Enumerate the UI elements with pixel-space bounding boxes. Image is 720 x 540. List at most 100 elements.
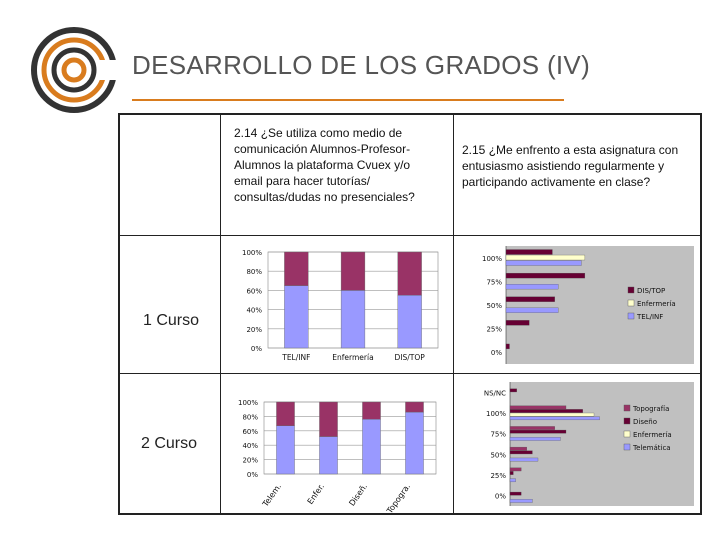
bar-segment: [340, 290, 366, 349]
x-tick-label: DIS/TOP: [395, 353, 426, 362]
bar: [505, 343, 510, 350]
bar: [509, 429, 567, 434]
legend-label: TEL/INF: [636, 313, 663, 321]
results-table: [118, 113, 702, 515]
table-row-divider-1: [118, 235, 702, 236]
y-tick-label: 80%: [242, 413, 258, 421]
y-tick-label: 100%: [242, 249, 262, 257]
plot-background: [506, 246, 694, 364]
y-tick-label: 50%: [486, 302, 502, 310]
question-2-14: 2.14 ¿Se utiliza como medio de comunicac…: [234, 126, 415, 204]
bar: [505, 272, 586, 279]
bar-segment: [276, 425, 295, 475]
bar-segment: [319, 436, 338, 475]
y-tick-label: 60%: [242, 428, 258, 436]
table-column-divider-1: [220, 113, 221, 515]
y-tick-label: 100%: [482, 255, 502, 263]
bar: [505, 260, 582, 266]
bar: [509, 471, 514, 475]
y-tick-label: 0%: [247, 471, 258, 479]
bar: [505, 254, 586, 261]
question-2-15: 2.15 ¿Me enfrento a esta asignatura con …: [462, 143, 679, 189]
bar: [509, 478, 516, 483]
legend-label: Topografía: [632, 405, 669, 413]
x-tick-label: Telem.: [260, 482, 283, 509]
y-tick-label: 25%: [490, 472, 506, 480]
legend-swatch: [623, 404, 631, 412]
y-tick-label: 80%: [246, 268, 262, 276]
table-row-divider-2: [118, 373, 702, 374]
plot-background: [510, 382, 694, 506]
bar-segment: [284, 285, 309, 349]
chart-2-14-2-curso: 0% 20% 40% 60% 80% 100% Telem. Enfer. Diseñ. Topo…: [238, 399, 437, 514]
bar-segment: [319, 401, 338, 437]
x-tick-label: TEL/INF: [281, 353, 310, 362]
legend-label: DIS/TOP: [637, 287, 665, 295]
y-tick-label: 100%: [486, 410, 506, 418]
legend-label: Enfermería: [637, 300, 676, 308]
y-tick-label: 20%: [242, 457, 258, 465]
chart-2-14-1-curso: 0% 20% 40% 60% 80% 100% TEL/INF Enfermería DIS/T…: [242, 249, 439, 362]
y-tick-label: 50%: [490, 451, 506, 459]
legend-swatch: [623, 430, 631, 438]
bar-segment: [340, 251, 366, 291]
bar-segment: [362, 401, 381, 420]
x-tick-label: Topogra.: [385, 482, 413, 514]
y-tick-label: 20%: [246, 326, 262, 334]
row-label-1-curso: 1 Curso: [143, 312, 200, 329]
y-tick-label: 0%: [495, 493, 506, 501]
bar-segment: [276, 401, 295, 426]
bar: [509, 457, 539, 462]
y-tick-label: 75%: [490, 431, 506, 439]
bar: [509, 437, 561, 441]
x-tick-label: Enfermería: [332, 353, 373, 362]
table-column-divider-2: [453, 113, 454, 515]
bar: [509, 491, 522, 496]
bar: [509, 467, 522, 472]
chart-2-15-1-curso: 0% 25% 50% 75% 100% DIS/TOP Enfermería TEL/INF: [482, 246, 694, 364]
legend-swatch: [627, 299, 635, 307]
bar-segment: [405, 401, 424, 413]
title-underline: [132, 99, 564, 101]
y-tick-label: 40%: [246, 307, 262, 315]
y-tick-label: 40%: [242, 442, 258, 450]
legend-label: Enfermería: [633, 431, 672, 439]
y-tick-label: NS/NC: [484, 389, 506, 397]
bar: [509, 426, 555, 430]
slide-title: DESARROLLO DE LOS GRADOS (IV): [132, 50, 591, 80]
bar-segment: [397, 251, 422, 296]
y-tick-label: 0%: [491, 349, 502, 357]
row-label-2-curso: 2 Curso: [141, 435, 198, 452]
bar: [509, 450, 533, 455]
legend-swatch: [623, 443, 631, 451]
y-tick-label: 100%: [238, 399, 258, 407]
bar: [509, 412, 595, 417]
legend-swatch: [627, 312, 635, 320]
y-tick-label: 0%: [251, 345, 262, 353]
bar-segment: [284, 251, 309, 286]
legend-swatch: [623, 417, 631, 425]
legend-label: Diseño: [633, 418, 657, 426]
bar: [509, 446, 527, 451]
chart-2-15-2-curso: 0% 25% 50% 75% 100% NS/NC Topografía Diseño Enfe…: [484, 382, 694, 506]
legend-swatch: [627, 286, 635, 294]
bar: [505, 307, 559, 313]
bar: [505, 296, 555, 302]
concentric-circles-logo-icon: [28, 20, 122, 124]
bar: [509, 416, 600, 421]
bar: [505, 284, 559, 290]
y-tick-label: 60%: [246, 287, 262, 295]
bar-segment: [362, 419, 381, 475]
x-tick-label: Diseñ.: [347, 482, 369, 508]
bar: [505, 320, 530, 326]
bar: [509, 499, 533, 503]
y-tick-label: 75%: [486, 278, 502, 286]
bar: [509, 409, 583, 413]
bar-segment: [405, 411, 424, 475]
bar: [509, 388, 517, 393]
bar-segment: [397, 295, 422, 349]
x-tick-label: Enfer.: [306, 482, 327, 506]
legend-label: Telemática: [632, 444, 671, 452]
y-tick-label: 25%: [486, 326, 502, 334]
bar: [505, 249, 553, 255]
